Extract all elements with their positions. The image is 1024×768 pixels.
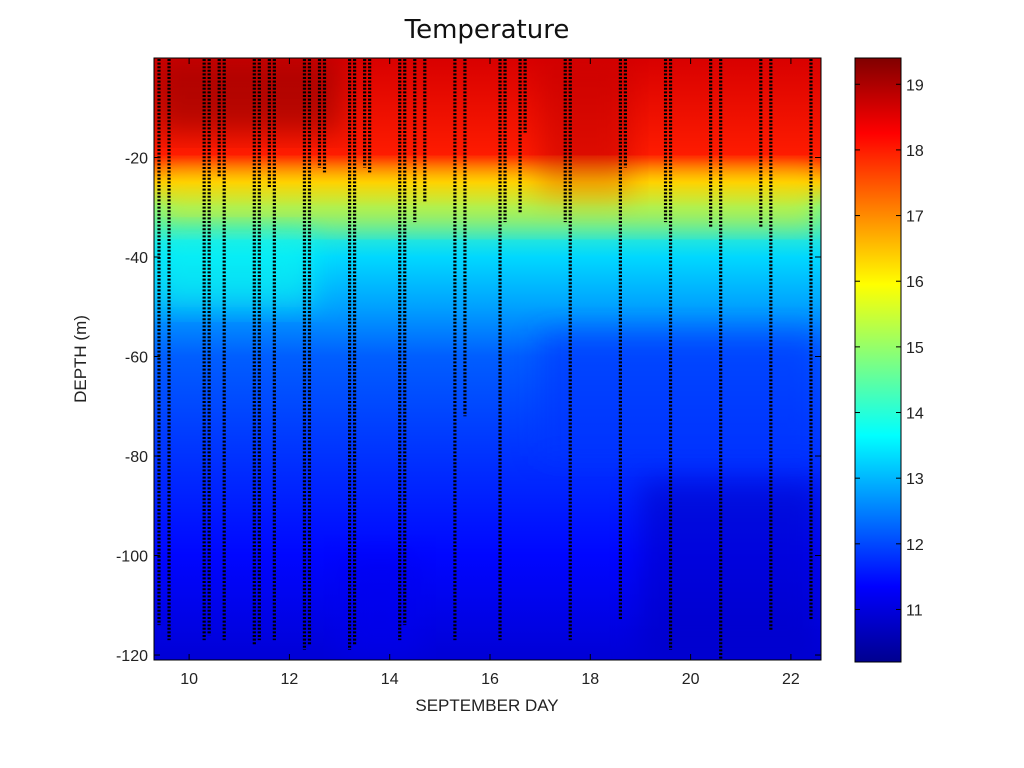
colorbar-tick-label: 18 [906, 143, 924, 160]
x-tick-label: 22 [782, 671, 800, 688]
plot-frame [153, 57, 822, 661]
colorbar-tick-label: 16 [906, 274, 924, 291]
y-tick-label: -20 [125, 151, 148, 168]
x-tick-label: 16 [481, 671, 499, 688]
colorbar-tick-label: 19 [906, 77, 924, 94]
colorbar-tick-label: 17 [906, 209, 924, 226]
colorbar-tick-label: 12 [906, 537, 924, 554]
colorbar-tick-label: 11 [906, 602, 923, 619]
y-tick-label: -120 [116, 648, 148, 665]
y-tick-label: -60 [125, 350, 148, 367]
x-tick-label: 12 [281, 671, 299, 688]
x-axis-title: SEPTEMBER DAY [415, 696, 558, 715]
colorbar [854, 57, 902, 663]
colorbar-tick-label: 15 [906, 340, 924, 357]
x-tick-label: 10 [180, 671, 198, 688]
colorbar-axis: 11 12 13 14 15 16 17 18 19 [855, 77, 924, 619]
sample-casts [157, 59, 813, 660]
y-tick-label: -40 [125, 250, 148, 267]
y-axis: -20 -40 -60 -80 -100 -120 [116, 151, 821, 665]
x-tick-label: 20 [682, 671, 700, 688]
colorbar-tick-label: 14 [906, 406, 924, 423]
colorbar-tick-label: 13 [906, 471, 924, 488]
y-axis-title: DEPTH (m) [71, 315, 90, 403]
x-tick-label: 14 [381, 671, 399, 688]
chart-title: Temperature [404, 15, 570, 45]
x-axis: 10 12 14 16 18 20 22 [180, 58, 800, 688]
y-tick-label: -80 [125, 449, 148, 466]
x-tick-label: 18 [581, 671, 599, 688]
y-tick-label: -100 [116, 549, 148, 566]
